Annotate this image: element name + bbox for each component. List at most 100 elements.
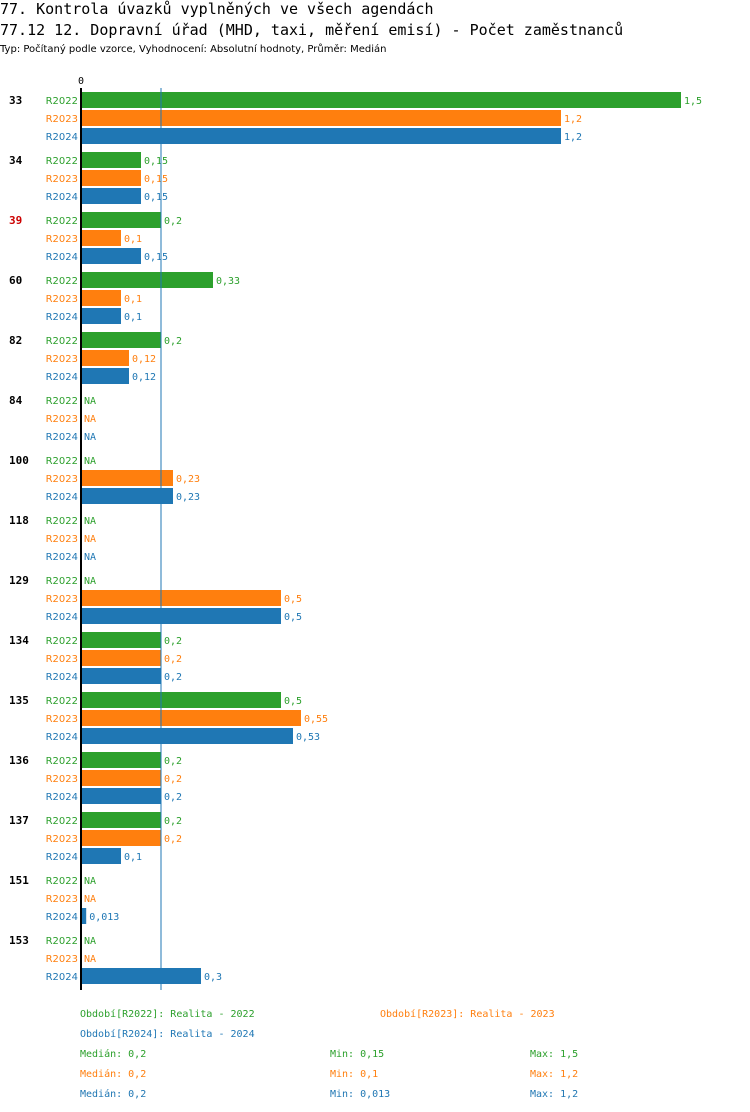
bar-136-R2022 <box>81 752 161 768</box>
data-label-39-R2022: 0,2 <box>164 216 182 227</box>
group-label-153: 153 <box>9 934 29 947</box>
bar-136-R2024 <box>81 788 161 804</box>
data-label-135-R2023: 0,55 <box>304 714 328 725</box>
bar-137-R2022 <box>81 812 161 828</box>
bar-134-R2023 <box>81 650 161 666</box>
series-label-118-R2023: R2023 <box>46 534 78 545</box>
bar-129-R2024 <box>81 608 281 624</box>
group-label-137: 137 <box>9 814 29 827</box>
data-label-134-R2024: 0,2 <box>164 672 182 683</box>
data-label-134-R2022: 0,2 <box>164 636 182 647</box>
series-label-34-R2022: R2022 <box>46 156 78 167</box>
bar-135-R2024 <box>81 728 293 744</box>
bar-100-R2023 <box>81 470 173 486</box>
data-label-135-R2022: 0,5 <box>284 696 302 707</box>
series-label-153-R2022: R2022 <box>46 936 78 947</box>
data-label-129-R2022: NA <box>84 576 96 587</box>
series-label-129-R2024: R2024 <box>46 612 78 623</box>
series-label-134-R2024: R2024 <box>46 672 78 683</box>
data-label-84-R2023: NA <box>84 414 96 425</box>
data-label-134-R2023: 0,2 <box>164 654 182 665</box>
data-label-34-R2022: 0,15 <box>144 156 168 167</box>
bar-82-R2024 <box>81 368 129 384</box>
data-label-34-R2023: 0,15 <box>144 174 168 185</box>
group-label-136: 136 <box>9 754 29 767</box>
group-label-151: 151 <box>9 874 29 887</box>
data-label-33-R2024: 1,2 <box>564 132 582 143</box>
data-label-100-R2022: NA <box>84 456 96 467</box>
data-label-100-R2023: 0,23 <box>176 474 200 485</box>
group-label-118: 118 <box>9 514 29 527</box>
series-label-84-R2023: R2023 <box>46 414 78 425</box>
chart-title-line2: 77.12 12. Dopravní úřad (MHD, taxi, měře… <box>0 21 624 39</box>
series-label-84-R2024: R2024 <box>46 432 78 443</box>
series-label-82-R2023: R2023 <box>46 354 78 365</box>
bar-39-R2023 <box>81 230 121 246</box>
data-label-118-R2023: NA <box>84 534 96 545</box>
bar-33-R2023 <box>81 110 561 126</box>
group-label-100: 100 <box>9 454 29 467</box>
series-label-137-R2024: R2024 <box>46 852 78 863</box>
stat-median-R2022: Medián: 0,2 <box>80 1048 146 1060</box>
bar-153-R2024 <box>81 968 201 984</box>
data-label-84-R2022: NA <box>84 396 96 407</box>
series-label-151-R2024: R2024 <box>46 912 78 923</box>
data-label-153-R2022: NA <box>84 936 96 947</box>
series-label-100-R2024: R2024 <box>46 492 78 503</box>
series-label-136-R2022: R2022 <box>46 756 78 767</box>
series-label-129-R2023: R2023 <box>46 594 78 605</box>
series-label-136-R2024: R2024 <box>46 792 78 803</box>
stat-min-R2024: Min: 0,013 <box>330 1089 390 1100</box>
stat-median-R2024: Medián: 0,2 <box>80 1088 146 1100</box>
series-label-60-R2022: R2022 <box>46 276 78 287</box>
series-label-118-R2022: R2022 <box>46 516 78 527</box>
data-label-60-R2023: 0,1 <box>124 294 142 305</box>
series-label-33-R2022: R2022 <box>46 96 78 107</box>
series-label-33-R2024: R2024 <box>46 132 78 143</box>
bar-34-R2023 <box>81 170 141 186</box>
data-label-136-R2023: 0,2 <box>164 774 182 785</box>
series-label-60-R2023: R2023 <box>46 294 78 305</box>
group-label-39: 39 <box>9 214 22 227</box>
series-label-134-R2022: R2022 <box>46 636 78 647</box>
data-label-39-R2024: 0,15 <box>144 252 168 263</box>
series-label-153-R2023: R2023 <box>46 954 78 965</box>
series-label-82-R2024: R2024 <box>46 372 78 383</box>
bar-33-R2024 <box>81 128 561 144</box>
data-label-136-R2022: 0,2 <box>164 756 182 767</box>
legend-entry-R2023: Období[R2023]: Realita - 2023 <box>380 1008 555 1020</box>
data-label-153-R2024: 0,3 <box>204 972 222 983</box>
data-label-153-R2023: NA <box>84 954 96 965</box>
bar-34-R2024 <box>81 188 141 204</box>
series-label-34-R2024: R2024 <box>46 192 78 203</box>
series-label-135-R2024: R2024 <box>46 732 78 743</box>
data-label-151-R2023: NA <box>84 894 96 905</box>
series-label-82-R2022: R2022 <box>46 336 78 347</box>
stat-min-R2022: Min: 0,15 <box>330 1049 384 1060</box>
data-label-84-R2024: NA <box>84 432 96 443</box>
data-label-39-R2023: 0,1 <box>124 234 142 245</box>
chart-title-line1: 77. Kontrola úvazků vyplněných ve všech … <box>0 0 434 18</box>
group-label-135: 135 <box>9 694 29 707</box>
data-label-137-R2024: 0,1 <box>124 852 142 863</box>
stat-median-R2023: Medián: 0,2 <box>80 1068 146 1080</box>
series-label-153-R2024: R2024 <box>46 972 78 983</box>
data-label-118-R2022: NA <box>84 516 96 527</box>
series-label-151-R2023: R2023 <box>46 894 78 905</box>
data-label-60-R2024: 0,1 <box>124 312 142 323</box>
data-label-151-R2024: 0,013 <box>89 912 119 923</box>
data-label-137-R2023: 0,2 <box>164 834 182 845</box>
bar-151-R2024 <box>81 908 87 924</box>
data-label-151-R2022: NA <box>84 876 96 887</box>
legend-entry-R2022: Období[R2022]: Realita - 2022 <box>80 1008 255 1020</box>
series-label-118-R2024: R2024 <box>46 552 78 563</box>
series-label-137-R2023: R2023 <box>46 834 78 845</box>
data-label-129-R2024: 0,5 <box>284 612 302 623</box>
bar-34-R2022 <box>81 152 141 168</box>
series-label-129-R2022: R2022 <box>46 576 78 587</box>
stat-max-R2024: Max: 1,2 <box>530 1089 578 1100</box>
bar-39-R2024 <box>81 248 141 264</box>
data-label-118-R2024: NA <box>84 552 96 563</box>
bar-137-R2024 <box>81 848 121 864</box>
